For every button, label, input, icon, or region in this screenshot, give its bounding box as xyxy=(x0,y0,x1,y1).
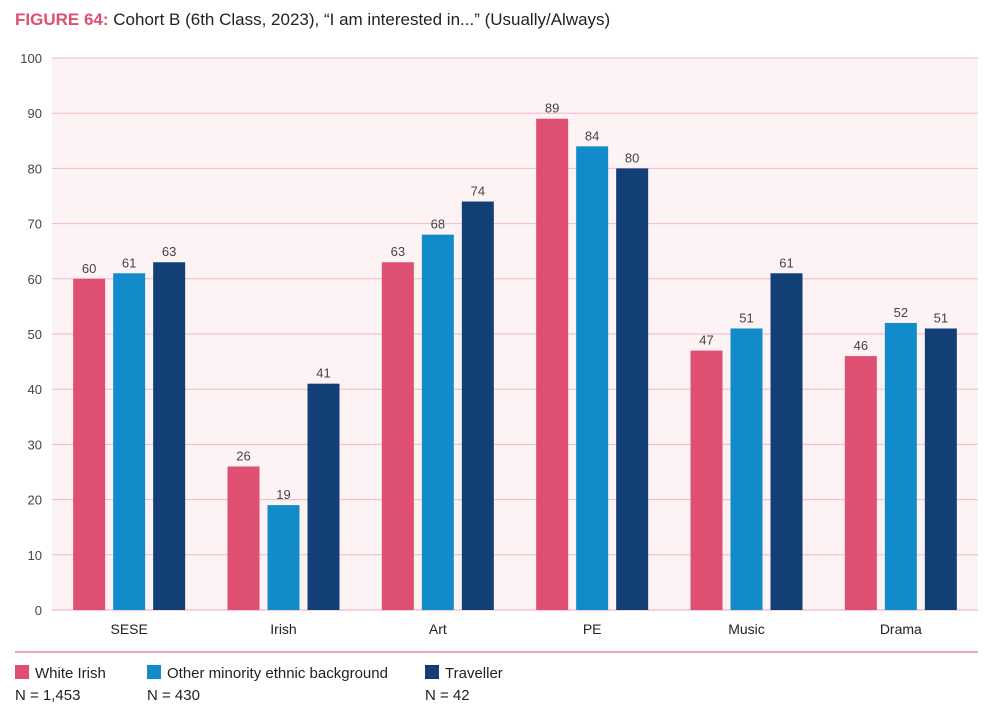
data-label-drama-3: 51 xyxy=(934,310,948,325)
data-label-art-2: 68 xyxy=(431,217,445,232)
x-tick-label-music: Music xyxy=(728,621,765,637)
data-label-drama-2: 52 xyxy=(894,305,908,320)
legend-swatch-other-minority xyxy=(147,665,161,679)
legend: White Irish N = 1,453 Other minority eth… xyxy=(15,663,985,713)
y-tick-label-20: 20 xyxy=(28,493,42,508)
data-label-irish-3: 41 xyxy=(316,366,330,381)
y-tick-label-30: 30 xyxy=(28,437,42,452)
x-tick-label-pe: PE xyxy=(583,621,602,637)
legend-item-white-irish: White Irish N = 1,453 xyxy=(15,663,106,707)
legend-label-other-minority: Other minority ethnic background xyxy=(167,665,388,682)
bar-sese-3 xyxy=(153,262,186,610)
data-label-pe-3: 80 xyxy=(625,150,639,165)
legend-label-white-irish: White Irish xyxy=(35,665,106,682)
y-tick-label-10: 10 xyxy=(28,548,42,563)
y-tick-label-60: 60 xyxy=(28,272,42,287)
bar-sese-1 xyxy=(73,278,106,610)
data-label-art-1: 63 xyxy=(391,244,405,259)
bar-drama-3 xyxy=(924,328,957,610)
x-tick-label-art: Art xyxy=(429,621,447,637)
bar-art-1 xyxy=(381,262,414,610)
bar-drama-2 xyxy=(884,322,917,610)
data-label-pe-2: 84 xyxy=(585,128,599,143)
data-label-pe-1: 89 xyxy=(545,101,559,116)
data-label-music-1: 47 xyxy=(699,333,713,348)
legend-label-traveller: Traveller xyxy=(445,665,503,682)
data-label-irish-1: 26 xyxy=(236,448,250,463)
figure-caption: Cohort B (6th Class, 2023), “I am intere… xyxy=(113,10,611,29)
legend-item-other-minority: Other minority ethnic background N = 430 xyxy=(147,663,388,707)
bar-irish-2 xyxy=(267,505,300,610)
bar-art-3 xyxy=(461,201,494,610)
x-tick-label-drama: Drama xyxy=(880,621,922,637)
x-tick-label-irish: Irish xyxy=(270,621,296,637)
y-tick-label-50: 50 xyxy=(28,327,42,342)
legend-n-white-irish: N = 1,453 xyxy=(15,687,81,704)
legend-swatch-white-irish xyxy=(15,665,29,679)
data-label-music-2: 51 xyxy=(739,310,753,325)
x-tick-label-sese: SESE xyxy=(110,621,147,637)
legend-n-other-minority: N = 430 xyxy=(147,687,200,704)
y-tick-label-100: 100 xyxy=(20,51,42,66)
legend-n-traveller: N = 42 xyxy=(425,687,470,704)
bar-drama-1 xyxy=(844,356,877,610)
figure-label: FIGURE 64: xyxy=(15,10,109,29)
y-tick-label-40: 40 xyxy=(28,382,42,397)
bar-art-2 xyxy=(421,234,454,610)
bar-pe-1 xyxy=(536,118,569,610)
data-label-irish-2: 19 xyxy=(276,487,290,502)
data-label-drama-1: 46 xyxy=(854,338,868,353)
bar-music-1 xyxy=(690,350,723,610)
data-label-art-3: 74 xyxy=(471,184,485,199)
legend-swatch-traveller xyxy=(425,665,439,679)
data-label-music-3: 61 xyxy=(779,255,793,270)
bar-pe-2 xyxy=(576,146,609,610)
bar-music-3 xyxy=(770,273,803,610)
data-label-sese-2: 61 xyxy=(122,255,136,270)
bar-chart: 0 10 20 30 40 50 60 70 80 90 100 60 61 63 SESE 26 19 41 Ir… xyxy=(15,51,978,653)
y-tick-label-70: 70 xyxy=(28,217,42,232)
y-tick-label-80: 80 xyxy=(28,161,42,176)
bar-irish-3 xyxy=(307,383,340,610)
y-tick-label-90: 90 xyxy=(28,106,42,121)
bar-music-2 xyxy=(730,328,763,610)
bar-pe-3 xyxy=(616,168,649,610)
y-tick-label-0: 0 xyxy=(35,603,42,618)
bar-irish-1 xyxy=(227,466,260,610)
data-label-sese-3: 63 xyxy=(162,244,176,259)
data-label-sese-1: 60 xyxy=(82,261,96,276)
legend-item-traveller: Traveller N = 42 xyxy=(425,663,503,707)
bar-sese-2 xyxy=(113,273,146,610)
chart-title: FIGURE 64: Cohort B (6th Class, 2023), “… xyxy=(15,10,610,30)
